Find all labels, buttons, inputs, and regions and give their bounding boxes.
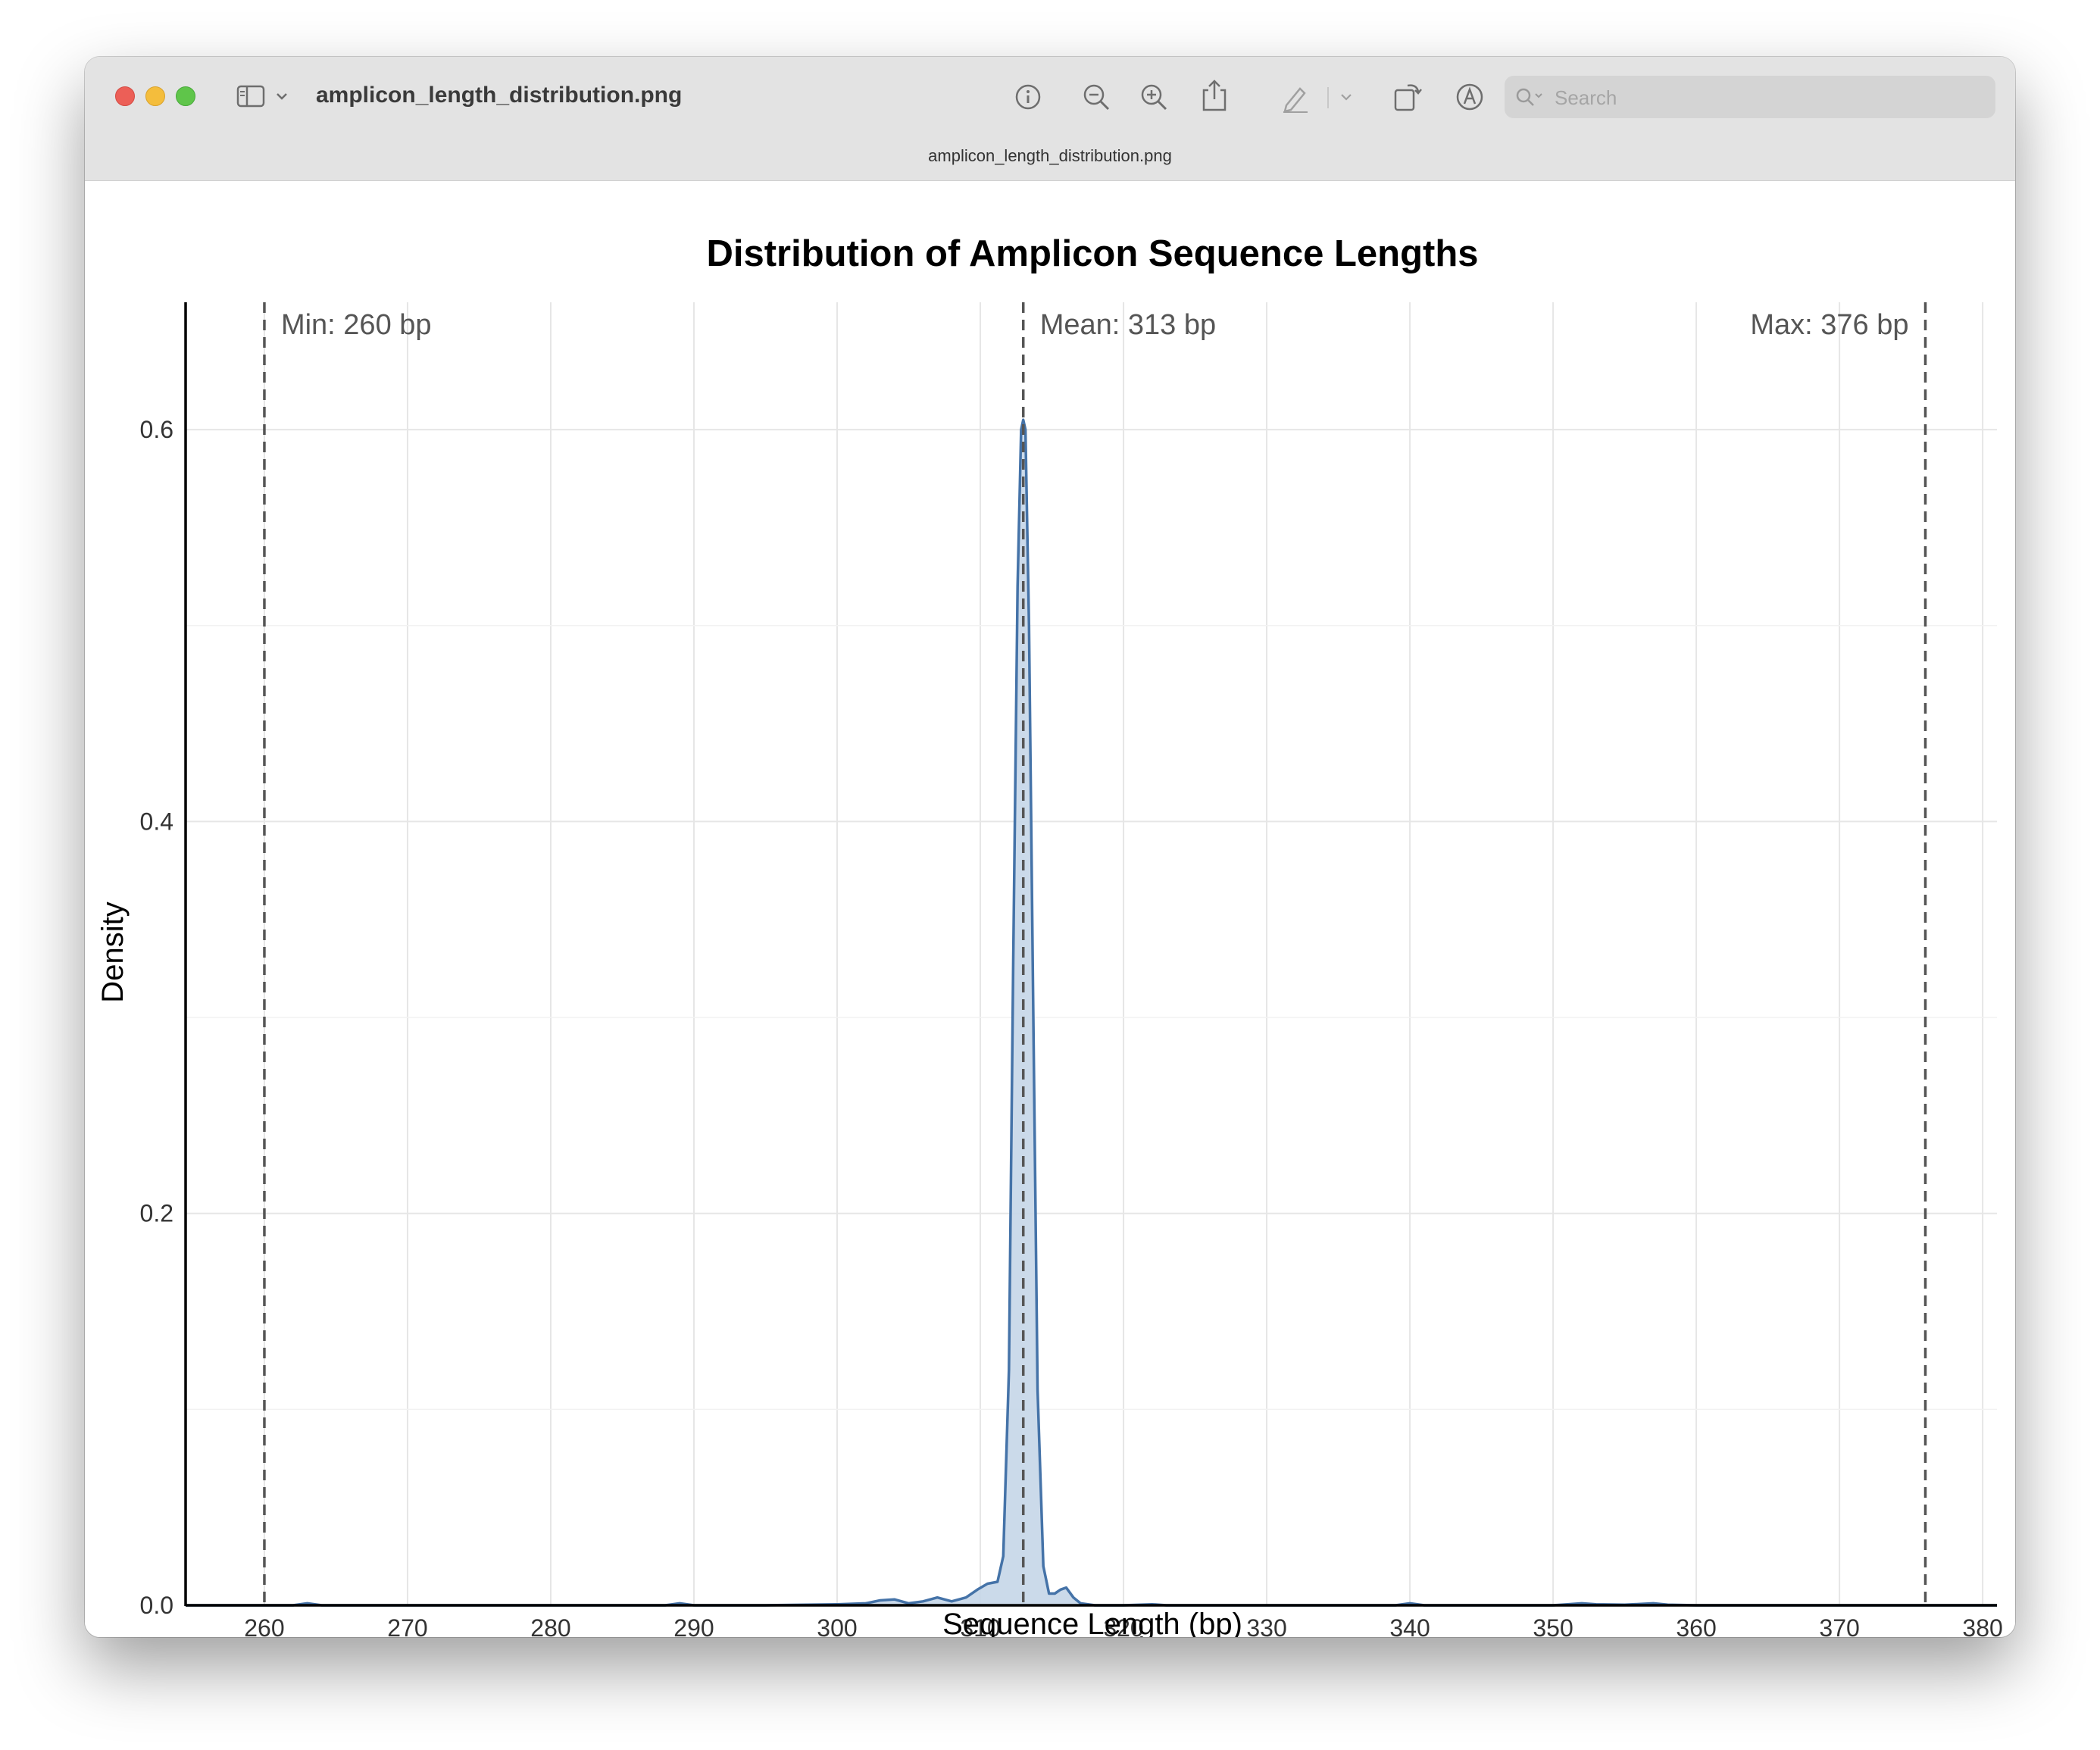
x-tick-label: 330 xyxy=(1246,1614,1286,1637)
x-tick-label: 370 xyxy=(1819,1614,1859,1637)
x-tick-label: 300 xyxy=(817,1614,857,1637)
y-axis-label: Density xyxy=(96,902,130,1002)
close-window-button[interactable] xyxy=(115,86,135,106)
x-tick-label: 270 xyxy=(387,1614,427,1637)
chart-title: Distribution of Amplicon Sequence Length… xyxy=(706,233,1478,274)
x-tick-label: 280 xyxy=(530,1614,570,1637)
x-tick-label: 380 xyxy=(1962,1614,2002,1637)
maximize-window-button[interactable] xyxy=(176,86,195,106)
y-tick-label: 0.2 xyxy=(140,1200,173,1227)
zoom-in-icon[interactable] xyxy=(1139,83,1170,113)
x-tick-label: 320 xyxy=(1103,1614,1143,1637)
x-tick-label: 340 xyxy=(1389,1614,1430,1637)
density-line xyxy=(186,418,1997,1607)
zoom-out-icon[interactable] xyxy=(1082,83,1112,113)
minimize-window-button[interactable] xyxy=(145,86,165,106)
sidebar-icon[interactable] xyxy=(236,84,267,108)
x-axis-label: Sequence Length (bp) xyxy=(942,1608,1242,1637)
preview-window: amplicon_length_distribution.png xyxy=(85,57,2015,1637)
reference-line-label: Min: 260 bp xyxy=(281,309,432,341)
markup-pen-icon[interactable] xyxy=(1280,83,1311,113)
x-tick-label: 260 xyxy=(244,1614,284,1637)
info-icon[interactable] xyxy=(1014,83,1042,111)
y-tick-label: 0.0 xyxy=(140,1592,173,1619)
density-chart: Min: 260 bp Mean: 313 bp Max: 376 bp 260 27… xyxy=(96,233,2003,1637)
search-icon xyxy=(1516,88,1542,106)
y-tick-label: 0.4 xyxy=(140,808,173,835)
chevron-down-icon[interactable] xyxy=(1339,90,1353,104)
x-tick-label: 290 xyxy=(673,1614,714,1637)
title-bar: amplicon_length_distribution.png xyxy=(85,57,2015,181)
chevron-down-icon[interactable] xyxy=(274,89,289,104)
rotate-icon[interactable] xyxy=(1392,80,1423,113)
density-area xyxy=(186,420,1997,1606)
x-tick-label: 310 xyxy=(960,1614,1000,1637)
search-field[interactable]: Search xyxy=(1505,76,1995,118)
search-placeholder: Search xyxy=(1555,86,1617,109)
document-title: amplicon_length_distribution.png xyxy=(316,83,683,108)
x-tick-label: 350 xyxy=(1533,1614,1573,1637)
reference-line-label: Mean: 313 bp xyxy=(1040,309,1216,341)
toolbar-divider xyxy=(1327,87,1329,108)
y-tick-label: 0.6 xyxy=(140,416,173,443)
image-canvas: Min: 260 bp Mean: 313 bp Max: 376 bp 260 27… xyxy=(85,181,2015,1637)
tab-title: amplicon_length_distribution.png xyxy=(928,146,1172,165)
x-tick-label: 360 xyxy=(1676,1614,1716,1637)
share-icon[interactable] xyxy=(1201,78,1228,113)
reference-line-label: Max: 376 bp xyxy=(1750,309,1908,341)
annotate-icon[interactable] xyxy=(1455,83,1484,111)
